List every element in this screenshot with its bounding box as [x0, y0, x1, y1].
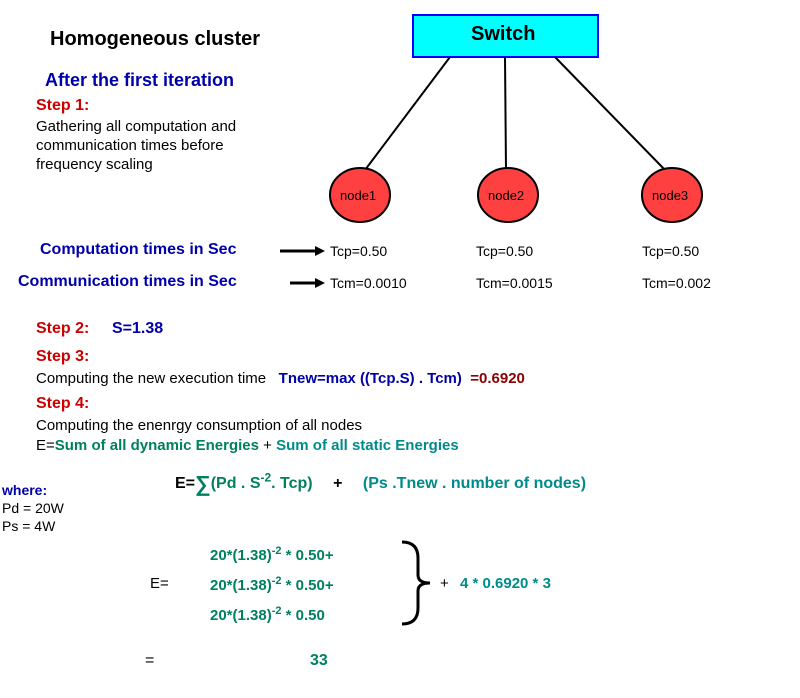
- calc-row1-exp: -2: [272, 545, 282, 557]
- step4-static: Sum of all static Energies: [276, 437, 459, 454]
- arrow-comp-head: [315, 246, 325, 256]
- step1-text: Gathering all computation and communicat…: [36, 118, 236, 174]
- node3-tcm: Tcm=0.002: [642, 275, 711, 291]
- formula-line: E=∑(Pd . S-2. Tcp) + (Ps .Tnew . number …: [175, 468, 586, 494]
- step3-text: Computing the new execution time Tnew=ma…: [36, 370, 525, 387]
- node1-tcp: Tcp=0.50: [330, 243, 387, 259]
- edge-1: [365, 57, 450, 170]
- step4-plus: +: [259, 437, 276, 454]
- node2-tcp: Tcp=0.50: [476, 243, 533, 259]
- calc-result: 33: [310, 652, 328, 670]
- step2-label: Step 2:: [36, 320, 89, 338]
- formula-plus: +: [317, 475, 358, 492]
- node1-label: node1: [340, 188, 376, 203]
- node3-tcp: Tcp=0.50: [642, 243, 699, 259]
- step1-label: Step 1:: [36, 97, 89, 115]
- edge-2: [505, 57, 506, 170]
- calc-row1: 20*(1.38)-2 * 0.50+: [210, 545, 334, 564]
- switch-label: Switch: [471, 23, 535, 46]
- step3-label: Step 3:: [36, 348, 89, 366]
- calc-row3-b: * 0.50: [282, 607, 325, 624]
- step4-label: Step 4:: [36, 395, 89, 413]
- sigma-exp: -2: [260, 471, 271, 485]
- calc-row3-a: 20*(1.38): [210, 607, 272, 624]
- where-ps: Ps = 4W: [2, 518, 55, 534]
- page-title: Homogeneous cluster: [50, 28, 260, 51]
- step3-desc: Computing the new execution time: [36, 370, 266, 387]
- formula-static: (Ps .Tnew . number of nodes): [363, 475, 586, 492]
- where-label: where:: [2, 482, 47, 498]
- calc-row2-exp: -2: [272, 575, 282, 587]
- step4-eqprefix: E=: [36, 437, 55, 454]
- step2-value: S=1.38: [112, 320, 163, 338]
- calc-row3-exp: -2: [272, 605, 282, 617]
- step4-text: Computing the enenrgy consumption of all…: [36, 417, 362, 434]
- subtitle: After the first iteration: [45, 70, 234, 91]
- where-pd: Pd = 20W: [2, 500, 64, 516]
- step3-formula: Tnew=max ((Tcp.S) . Tcm): [279, 370, 462, 387]
- comp-label: Computation times in Sec: [40, 241, 236, 259]
- brace: [402, 542, 430, 624]
- calc-row2-a: 20*(1.38): [210, 577, 272, 594]
- edge-3: [555, 57, 665, 170]
- calc-plus: +: [440, 575, 449, 592]
- node2-tcm: Tcm=0.0015: [476, 275, 553, 291]
- step4-dynamic: Sum of all dynamic Energies: [55, 437, 259, 454]
- calc-eq: =: [145, 652, 154, 670]
- calc-row2-b: * 0.50+: [282, 577, 334, 594]
- calc-row1-a: 20*(1.38): [210, 547, 272, 564]
- arrow-comm-head: [315, 278, 325, 288]
- calc-static: 4 * 0.6920 * 3: [460, 575, 551, 592]
- calc-row1-b: * 0.50+: [282, 547, 334, 564]
- comm-label: Communication times in Sec: [18, 273, 237, 291]
- calc-row3: 20*(1.38)-2 * 0.50: [210, 605, 325, 624]
- calc-row2: 20*(1.38)-2 * 0.50+: [210, 575, 334, 594]
- sigma: ∑: [195, 471, 211, 496]
- formula-lhs: E=: [175, 475, 195, 492]
- step3-result: =0.6920: [470, 370, 525, 387]
- node2-label: node2: [488, 188, 524, 203]
- calc-lhs: E=: [150, 575, 169, 592]
- node3-label: node3: [652, 188, 688, 203]
- sigma-body: (Pd . S: [211, 475, 261, 492]
- sigma-tail: . Tcp): [271, 475, 312, 492]
- step4-eq: E=Sum of all dynamic Energies + Sum of a…: [36, 437, 459, 454]
- node1-tcm: Tcm=0.0010: [330, 275, 407, 291]
